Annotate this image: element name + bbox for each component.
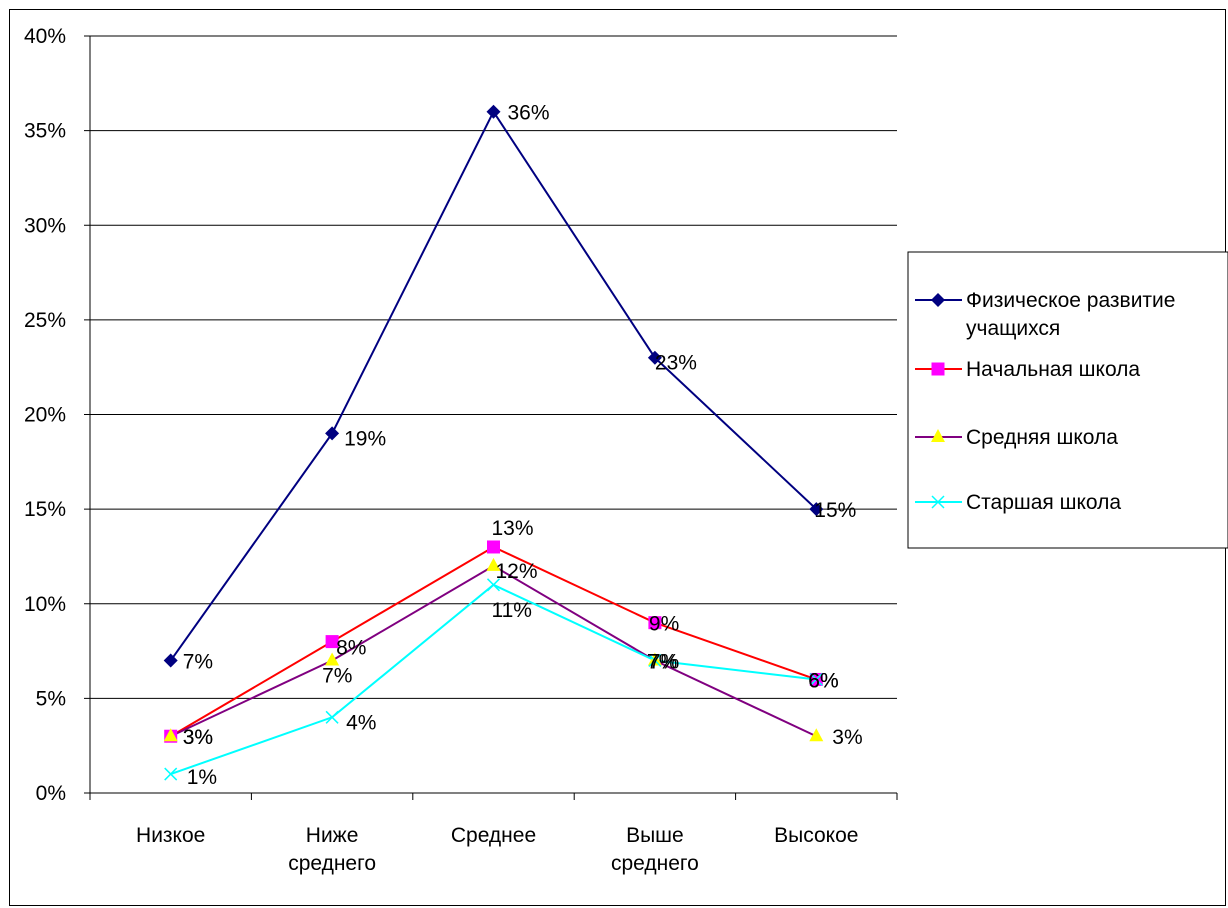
y-tick-label: 30% bbox=[24, 214, 66, 237]
data-label: 7% bbox=[183, 651, 213, 674]
data-point bbox=[487, 540, 500, 554]
x-tick-label-line: Высокое bbox=[774, 824, 858, 847]
legend-marker bbox=[931, 429, 945, 442]
data-point bbox=[163, 728, 178, 742]
data-point bbox=[325, 710, 339, 724]
data-label: 36% bbox=[508, 102, 550, 125]
x-tick-label: Высокое bbox=[774, 824, 858, 847]
data-label: 3% bbox=[183, 726, 213, 749]
data-label: 6% bbox=[808, 669, 838, 692]
data-point bbox=[486, 104, 501, 119]
legend-label-line: Средняя школа bbox=[966, 426, 1118, 449]
data-point bbox=[809, 672, 823, 686]
y-tick-label: 40% bbox=[24, 25, 66, 48]
x-tick-label-line: Ниже bbox=[306, 824, 359, 847]
y-tick-label: 20% bbox=[24, 404, 66, 427]
legend-label-line: Физическое развитие bbox=[966, 289, 1175, 312]
data-point bbox=[325, 635, 339, 649]
y-tick-label: 0% bbox=[36, 782, 66, 805]
series-line bbox=[170, 564, 817, 738]
y-tick-label: 10% bbox=[24, 593, 66, 616]
data-label: 4% bbox=[346, 711, 376, 734]
data-label: 7% bbox=[322, 665, 352, 688]
data-point bbox=[648, 616, 662, 630]
x-tick-label-line: среднего bbox=[611, 852, 699, 875]
data-point bbox=[648, 653, 662, 668]
data-point bbox=[647, 652, 662, 666]
data-point bbox=[809, 502, 824, 517]
data-label: 15% bbox=[814, 499, 856, 522]
series-line bbox=[170, 545, 817, 738]
legend-marker bbox=[931, 362, 945, 376]
data-label: 19% bbox=[344, 427, 386, 450]
x-tick-label-line: Низкое bbox=[136, 824, 205, 847]
legend-label: Начальная школа bbox=[966, 358, 1140, 381]
y-tick-label: 25% bbox=[24, 309, 66, 332]
y-tick-label: 35% bbox=[24, 120, 66, 143]
legend-label-line: Начальная школа bbox=[966, 358, 1140, 381]
data-point bbox=[325, 426, 340, 441]
data-point bbox=[325, 652, 340, 666]
x-tick-label: Среднее bbox=[451, 824, 536, 847]
data-point bbox=[486, 578, 501, 592]
legend-label: Средняя школа bbox=[966, 426, 1118, 449]
data-label: 11% bbox=[492, 599, 532, 622]
data-label: 8% bbox=[336, 637, 366, 660]
data-label: 7% bbox=[649, 651, 679, 674]
legend-label-line: Старшая школа bbox=[966, 491, 1121, 514]
series-line bbox=[169, 109, 817, 662]
legend-marker bbox=[931, 293, 945, 307]
y-tick-label: 5% bbox=[36, 687, 66, 710]
x-tick-label-line: Среднее bbox=[451, 824, 536, 847]
data-label: 9% bbox=[649, 613, 679, 636]
data-point bbox=[486, 557, 501, 571]
legend-box bbox=[907, 251, 1228, 549]
x-tick-label: Ниже среднего bbox=[288, 824, 376, 875]
data-label: 6% bbox=[808, 669, 838, 692]
legend-label: Физическое развитие учащихся bbox=[966, 289, 1175, 340]
data-label: 3% bbox=[183, 726, 213, 749]
legend-label-line: учащихся bbox=[966, 317, 1060, 340]
data-label: 13% bbox=[492, 517, 534, 540]
data-label: 7% bbox=[647, 651, 677, 674]
data-label: 3% bbox=[832, 726, 862, 749]
x-tick-label-line: Выше bbox=[626, 824, 684, 847]
data-label: 12% bbox=[496, 560, 538, 583]
x-tick-label: Низкое bbox=[136, 824, 205, 847]
data-point bbox=[809, 728, 824, 742]
data-label: 23% bbox=[655, 352, 697, 375]
data-label: 1% bbox=[187, 766, 217, 789]
legend-marker bbox=[931, 495, 945, 509]
x-tick-label-line: среднего bbox=[288, 852, 376, 875]
data-point bbox=[163, 653, 178, 668]
data-point bbox=[647, 350, 662, 365]
data-point bbox=[164, 767, 178, 781]
legend-label: Старшая школа bbox=[966, 491, 1121, 514]
x-tick-label: Выше среднего bbox=[611, 824, 699, 875]
y-tick-label: 15% bbox=[24, 498, 66, 521]
